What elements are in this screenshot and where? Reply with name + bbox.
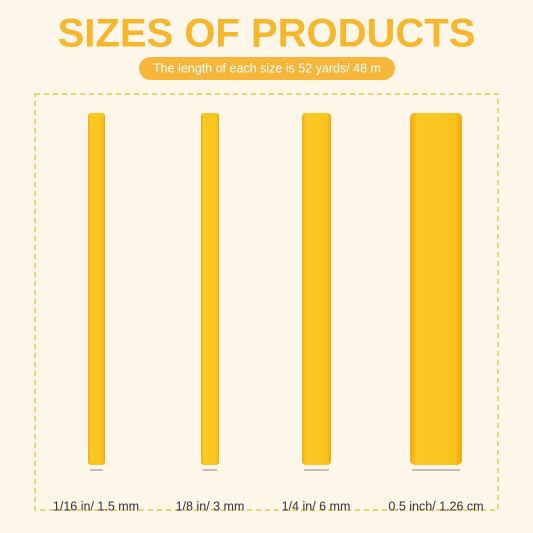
size-label: 1/16 in/ 1.5 mm bbox=[53, 499, 139, 513]
tape bbox=[88, 113, 105, 465]
tape bbox=[201, 113, 219, 465]
subtitle-pill bbox=[139, 57, 395, 80]
tape bbox=[410, 113, 462, 465]
size-label: 1/4 in/ 6 mm bbox=[282, 499, 351, 513]
size-label: 0.5 inch/ 1.26 cm bbox=[388, 499, 483, 513]
title: SIZES OF PRODUCTS bbox=[58, 12, 476, 56]
frame bbox=[34, 93, 499, 511]
tape bbox=[302, 113, 331, 465]
subtitle: The length of each size is 52 yards/ 48 … bbox=[153, 61, 381, 75]
size-label: 1/8 in/ 3 mm bbox=[176, 499, 245, 513]
